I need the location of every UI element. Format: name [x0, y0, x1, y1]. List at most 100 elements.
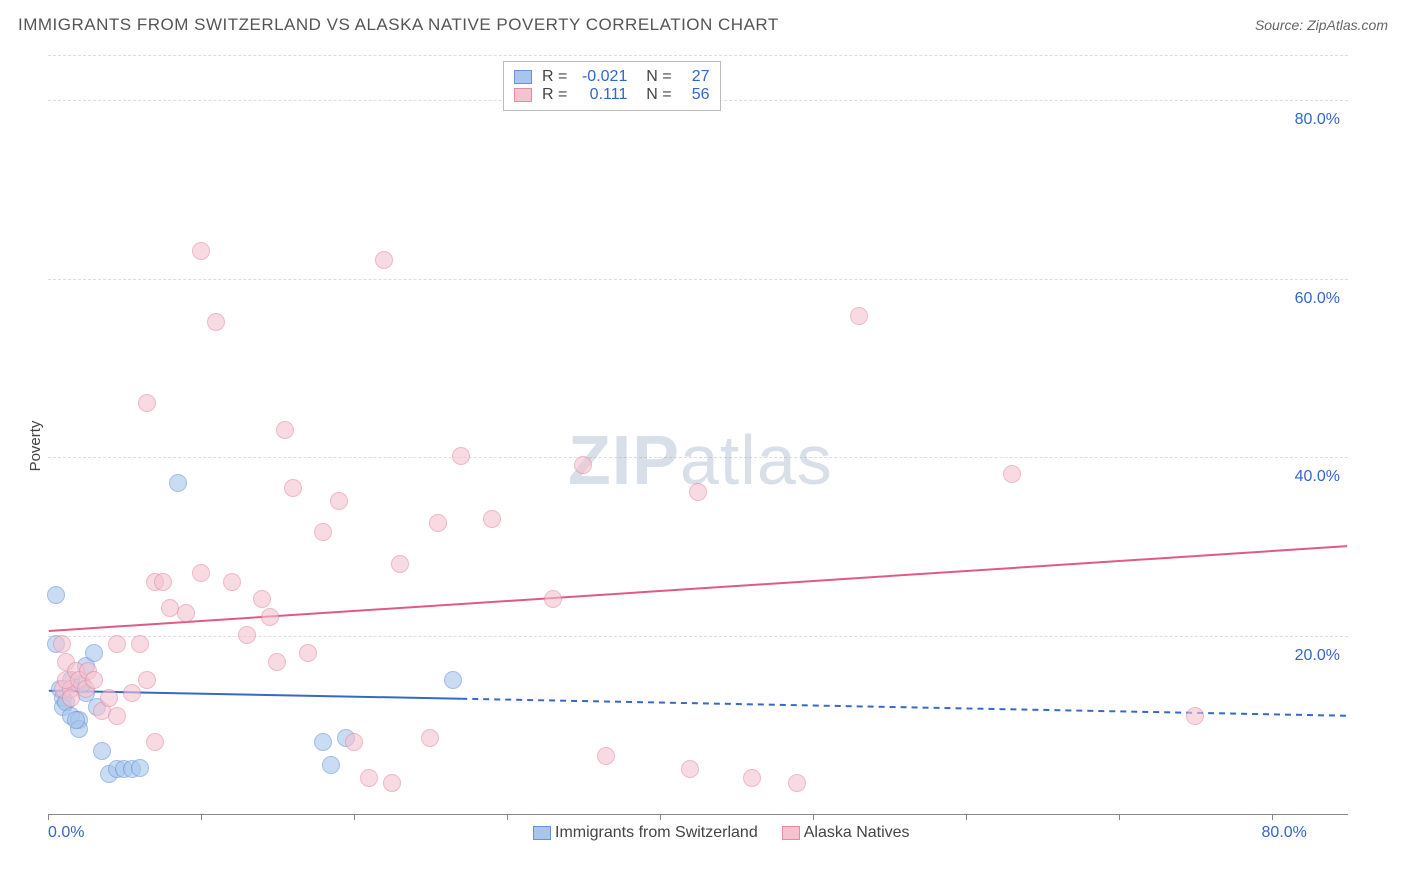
data-point [452, 447, 470, 465]
data-point [314, 733, 332, 751]
legend-swatch [533, 826, 551, 840]
x-tick [660, 814, 661, 820]
n-value: 56 [682, 86, 710, 104]
legend-item: Alaska Natives [782, 824, 910, 842]
y-tick-label: 40.0% [1295, 468, 1340, 486]
x-tick [1272, 814, 1273, 820]
data-point [681, 760, 699, 778]
x-tick-label: 0.0% [48, 824, 84, 842]
legend-item: Immigrants from Switzerland [533, 824, 758, 842]
data-point [330, 492, 348, 510]
trend-lines [48, 55, 1348, 814]
data-point [67, 711, 85, 729]
data-point [383, 774, 401, 792]
r-value: -0.021 [577, 68, 627, 86]
data-point [261, 608, 279, 626]
data-point [284, 479, 302, 497]
data-point [421, 729, 439, 747]
legend-label: Alaska Natives [804, 824, 910, 841]
data-point [1003, 465, 1021, 483]
data-point [1186, 707, 1204, 725]
x-tick [354, 814, 355, 820]
stats-row: R = -0.021 N = 27 [514, 68, 710, 86]
data-point [146, 733, 164, 751]
data-point [253, 590, 271, 608]
trend-line-dashed [461, 699, 1347, 716]
grid-line [48, 279, 1348, 280]
source-attribution: Source: ZipAtlas.com [1255, 17, 1388, 33]
source-prefix: Source: [1255, 17, 1307, 33]
x-tick [966, 814, 967, 820]
data-point [850, 307, 868, 325]
data-point [192, 564, 210, 582]
legend-swatch [514, 70, 532, 84]
grid-line [48, 55, 1348, 56]
data-point [108, 707, 126, 725]
n-label: N = [637, 68, 671, 86]
y-tick-label: 20.0% [1295, 647, 1340, 665]
data-point [177, 604, 195, 622]
data-point [788, 774, 806, 792]
data-point [322, 756, 340, 774]
data-point [192, 242, 210, 260]
r-label: R = [542, 86, 567, 104]
data-point [360, 769, 378, 787]
data-point [131, 635, 149, 653]
data-point [597, 747, 615, 765]
data-point [689, 483, 707, 501]
legend-swatch [782, 826, 800, 840]
data-point [47, 586, 65, 604]
data-point [444, 671, 462, 689]
x-tick [1119, 814, 1120, 820]
data-point [429, 514, 447, 532]
chart-title: IMMIGRANTS FROM SWITZERLAND VS ALASKA NA… [18, 15, 779, 35]
y-axis-label: Poverty [27, 421, 44, 472]
x-tick [507, 814, 508, 820]
x-tick-label: 80.0% [1262, 824, 1307, 842]
chart-header: IMMIGRANTS FROM SWITZERLAND VS ALASKA NA… [18, 15, 1388, 35]
r-label: R = [542, 68, 567, 86]
data-point [375, 251, 393, 269]
stats-row: R = 0.111 N = 56 [514, 86, 710, 104]
x-tick [201, 814, 202, 820]
legend-swatch [514, 88, 532, 102]
y-tick-label: 80.0% [1295, 111, 1340, 129]
data-point [544, 590, 562, 608]
scatter-plot-area: 20.0%40.0%60.0%80.0%0.0%80.0%ZIPatlasR =… [48, 55, 1348, 815]
trend-line-solid [49, 546, 1347, 631]
data-point [223, 573, 241, 591]
data-point [299, 644, 317, 662]
data-point [238, 626, 256, 644]
data-point [138, 671, 156, 689]
data-point [268, 653, 286, 671]
data-point [93, 742, 111, 760]
x-tick [813, 814, 814, 820]
data-point [169, 474, 187, 492]
data-point [276, 421, 294, 439]
data-point [345, 733, 363, 751]
data-point [314, 523, 332, 541]
data-point [574, 456, 592, 474]
data-point [207, 313, 225, 331]
grid-line [48, 457, 1348, 458]
data-point [108, 635, 126, 653]
source-name: ZipAtlas.com [1307, 17, 1388, 33]
data-point [743, 769, 761, 787]
data-point [483, 510, 501, 528]
data-point [138, 394, 156, 412]
data-point [131, 759, 149, 777]
stats-legend: R = -0.021 N = 27R = 0.111 N = 56 [503, 61, 721, 111]
r-value: 0.111 [577, 86, 627, 104]
n-value: 27 [682, 68, 710, 86]
data-point [154, 573, 172, 591]
x-tick [48, 814, 49, 820]
data-point [85, 671, 103, 689]
legend-label: Immigrants from Switzerland [555, 824, 758, 841]
data-point [123, 684, 141, 702]
series-legend: Immigrants from Switzerland Alaska Native… [533, 824, 910, 842]
y-tick-label: 60.0% [1295, 290, 1340, 308]
data-point [85, 644, 103, 662]
data-point [391, 555, 409, 573]
n-label: N = [637, 86, 671, 104]
data-point [100, 689, 118, 707]
